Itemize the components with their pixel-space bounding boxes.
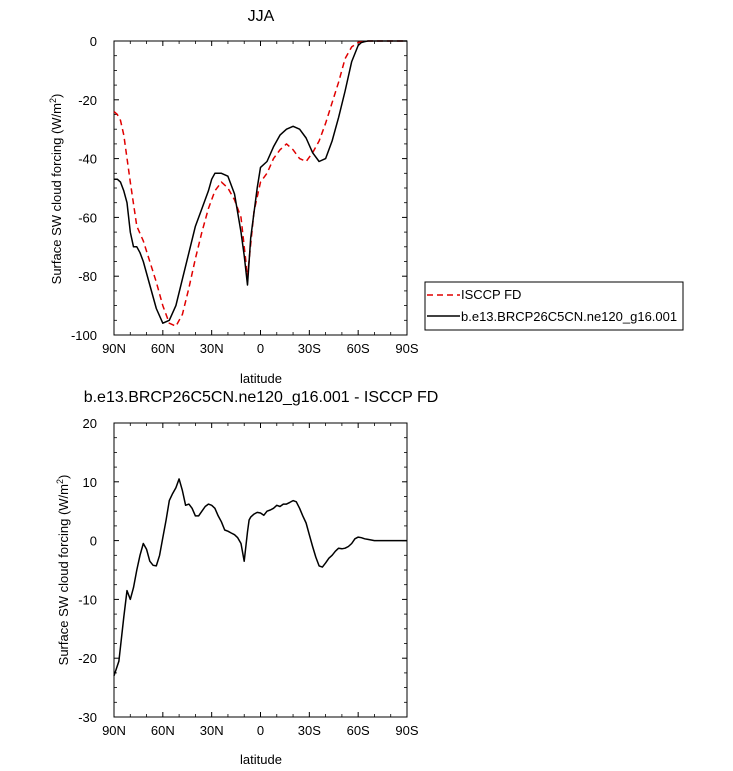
bottom-title: b.e13.BRCP26C5CN.ne120_g16.001 - ISCCP F… [84, 389, 439, 406]
bottom-panel: b.e13.BRCP26C5CN.ne120_g16.001 - ISCCP F… [55, 389, 438, 767]
bottom-y-axis: 20 10 0 -10 -20 -30 [78, 416, 407, 725]
y-tick-label: -20 [78, 651, 97, 666]
bottom-x-axis-label: latitude [240, 752, 282, 767]
x-tick-label: 0 [257, 341, 264, 356]
top-x-axis: 90N 60N 30N 0 30S 60S 90S [102, 41, 419, 356]
difference-line [113, 478, 407, 677]
y-tick-label: -30 [78, 710, 97, 725]
top-plot-frame [113, 40, 408, 336]
x-tick-label: 60S [347, 723, 370, 738]
legend-label-model: b.e13.BRCP26C5CN.ne120_g16.001 [461, 309, 677, 324]
x-tick-label: 60S [347, 341, 370, 356]
y-tick-label: -80 [78, 269, 97, 284]
isccp-fd-line [113, 40, 407, 327]
x-tick-label: 90S [395, 341, 418, 356]
bottom-x-axis: 90N 60N 30N 0 30S 60S 90S [102, 423, 419, 738]
x-tick-label: 90N [102, 723, 126, 738]
y-tick-label: -100 [71, 328, 97, 343]
legend-box [424, 281, 684, 331]
y-tick-label: 20 [83, 416, 97, 431]
y-tick-label: -60 [78, 210, 97, 225]
top-title: JJA [248, 8, 275, 25]
y-tick-label: 0 [90, 534, 97, 549]
top-x-axis-label: latitude [240, 371, 282, 386]
x-tick-label: 30S [298, 341, 321, 356]
top-y-axis-label: Surface SW cloud forcing (W/m2) [48, 94, 64, 285]
bottom-y-axis-label: Surface SW cloud forcing (W/m2) [55, 475, 71, 666]
y-tick-label: -10 [78, 592, 97, 607]
x-tick-label: 60N [151, 723, 175, 738]
x-tick-label: 90N [102, 341, 126, 356]
x-tick-label: 30S [298, 723, 321, 738]
y-tick-label: -40 [78, 152, 97, 167]
legend-label-isccp: ISCCP FD [461, 287, 521, 302]
x-tick-label: 90S [395, 723, 418, 738]
b-e13-brcp26c5cn-ne120-g16-001-line [114, 40, 407, 324]
y-tick-label: 0 [90, 34, 97, 49]
y-tick-label: -20 [78, 93, 97, 108]
y-tick-label: 10 [83, 475, 97, 490]
top-y-axis: 0 -20 -40 -60 -80 -100 [71, 34, 407, 343]
top-series-group [113, 40, 407, 327]
bottom-plot-frame [113, 422, 408, 718]
x-tick-label: 60N [151, 341, 175, 356]
bottom-series-group [113, 478, 407, 677]
top-panel: JJA 90N 60N 30N 0 30S 60S 90S 0 -20 -40 -60 -80 -10… [48, 8, 419, 386]
x-tick-label: 30N [200, 723, 224, 738]
x-tick-label: 0 [257, 723, 264, 738]
legend: ISCCP FD b.e13.BRCP26C5CN.ne120_g16.001 [424, 281, 684, 331]
x-tick-label: 30N [200, 341, 224, 356]
